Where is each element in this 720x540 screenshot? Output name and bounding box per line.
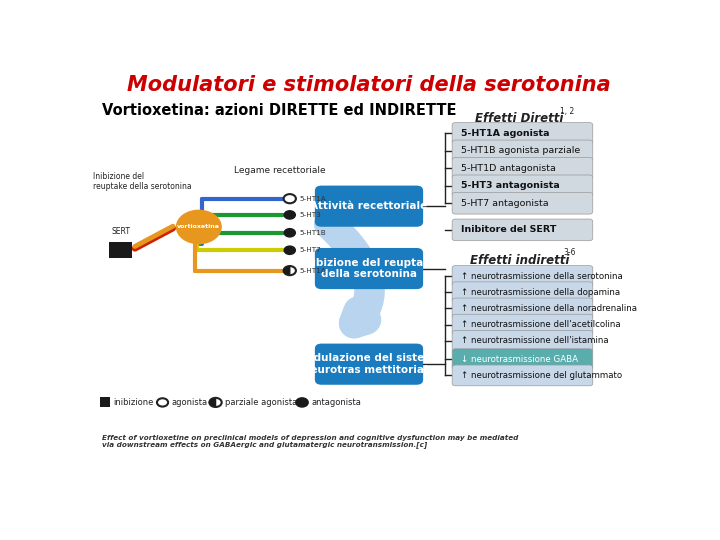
- FancyBboxPatch shape: [452, 175, 593, 197]
- Text: Modulatori e stimolatori della serotonina: Modulatori e stimolatori della serotonin…: [127, 75, 611, 95]
- Text: 5-HT1D antagonista: 5-HT1D antagonista: [461, 164, 556, 173]
- Circle shape: [296, 398, 308, 407]
- Text: ↑ neurotrasmissione della dopamina: ↑ neurotrasmissione della dopamina: [461, 288, 620, 297]
- Text: agonista: agonista: [171, 398, 207, 407]
- Text: ↓ neurotrasmissione GABA: ↓ neurotrasmissione GABA: [461, 355, 578, 363]
- FancyBboxPatch shape: [315, 343, 423, 385]
- FancyBboxPatch shape: [315, 186, 423, 227]
- Text: parziale agonista: parziale agonista: [225, 398, 297, 407]
- Text: 3-6: 3-6: [563, 248, 576, 257]
- Text: 1, 2: 1, 2: [560, 106, 574, 116]
- Polygon shape: [210, 399, 215, 406]
- Circle shape: [210, 398, 222, 407]
- Text: antagonista: antagonista: [312, 398, 361, 407]
- Circle shape: [284, 194, 296, 203]
- Text: inibizione: inibizione: [114, 398, 154, 407]
- FancyBboxPatch shape: [452, 219, 593, 241]
- FancyBboxPatch shape: [452, 140, 593, 161]
- Text: 5-HT1B agonista parziale: 5-HT1B agonista parziale: [461, 146, 580, 156]
- Circle shape: [284, 228, 295, 237]
- FancyBboxPatch shape: [109, 242, 132, 258]
- Text: 5-HT3 antagonista: 5-HT3 antagonista: [461, 181, 560, 190]
- FancyBboxPatch shape: [452, 365, 593, 386]
- Circle shape: [284, 211, 295, 219]
- Text: Effect of vortioxetine on preclinical models of depression and cognitive dysfunc: Effect of vortioxetine on preclinical mo…: [102, 435, 518, 449]
- Text: 5-HT7: 5-HT7: [300, 247, 322, 253]
- FancyBboxPatch shape: [452, 330, 593, 352]
- Text: ↑ neurotrasmissione della noradrenalina: ↑ neurotrasmissione della noradrenalina: [461, 304, 637, 313]
- Text: Attività recettoriale: Attività recettoriale: [310, 201, 428, 211]
- Text: Inibitore del SERT: Inibitore del SERT: [461, 225, 557, 234]
- Circle shape: [157, 399, 168, 407]
- Text: Inibizione del
reuptake della serotonina: Inibizione del reuptake della serotonina: [93, 172, 192, 191]
- FancyBboxPatch shape: [452, 282, 593, 302]
- Text: Effetti Diretti: Effetti Diretti: [475, 112, 564, 125]
- Polygon shape: [284, 267, 289, 274]
- FancyBboxPatch shape: [452, 192, 593, 214]
- FancyBboxPatch shape: [452, 298, 593, 319]
- Text: Vortioxetina: azioni DIRETTE ed INDIRETTE: Vortioxetina: azioni DIRETTE ed INDIRETT…: [102, 103, 456, 118]
- FancyBboxPatch shape: [452, 266, 593, 286]
- Text: 5-HT1A: 5-HT1A: [300, 268, 327, 274]
- Text: 5-HT3: 5-HT3: [300, 212, 322, 218]
- Text: ↑ neurotrasmissione dell'istamina: ↑ neurotrasmissione dell'istamina: [461, 336, 608, 346]
- Text: 5-HT7 antagonista: 5-HT7 antagonista: [461, 199, 549, 208]
- Text: 5-HT1A agonista: 5-HT1A agonista: [461, 129, 549, 138]
- Text: Inibizione del reuptake
della serotonina: Inibizione del reuptake della serotonina: [301, 258, 437, 279]
- Text: SERT: SERT: [111, 227, 130, 235]
- Circle shape: [284, 266, 296, 275]
- Circle shape: [284, 246, 295, 254]
- Text: Effetti indiretti: Effetti indiretti: [470, 254, 570, 267]
- Text: 5-HT1A: 5-HT1A: [300, 195, 327, 201]
- Text: ↑ neurotrasmissione dell'acetilcolina: ↑ neurotrasmissione dell'acetilcolina: [461, 320, 621, 329]
- FancyBboxPatch shape: [452, 349, 593, 369]
- Text: ↑ neurotrasmissione del glutammato: ↑ neurotrasmissione del glutammato: [461, 371, 622, 380]
- Text: ↑ neurotrasmissione della serotonina: ↑ neurotrasmissione della serotonina: [461, 272, 623, 280]
- FancyArrowPatch shape: [329, 224, 369, 323]
- FancyBboxPatch shape: [452, 158, 593, 179]
- FancyBboxPatch shape: [100, 397, 110, 407]
- FancyBboxPatch shape: [315, 248, 423, 289]
- Text: Modulazione del sistema
neurotras mettitoriale: Modulazione del sistema neurotras mettit…: [296, 353, 442, 375]
- Text: vortioxetina: vortioxetina: [177, 225, 220, 230]
- FancyBboxPatch shape: [452, 314, 593, 335]
- Text: Legame recettoriale: Legame recettoriale: [234, 166, 325, 176]
- FancyBboxPatch shape: [452, 123, 593, 144]
- Circle shape: [176, 210, 221, 244]
- Text: 5-HT1B: 5-HT1B: [300, 230, 327, 236]
